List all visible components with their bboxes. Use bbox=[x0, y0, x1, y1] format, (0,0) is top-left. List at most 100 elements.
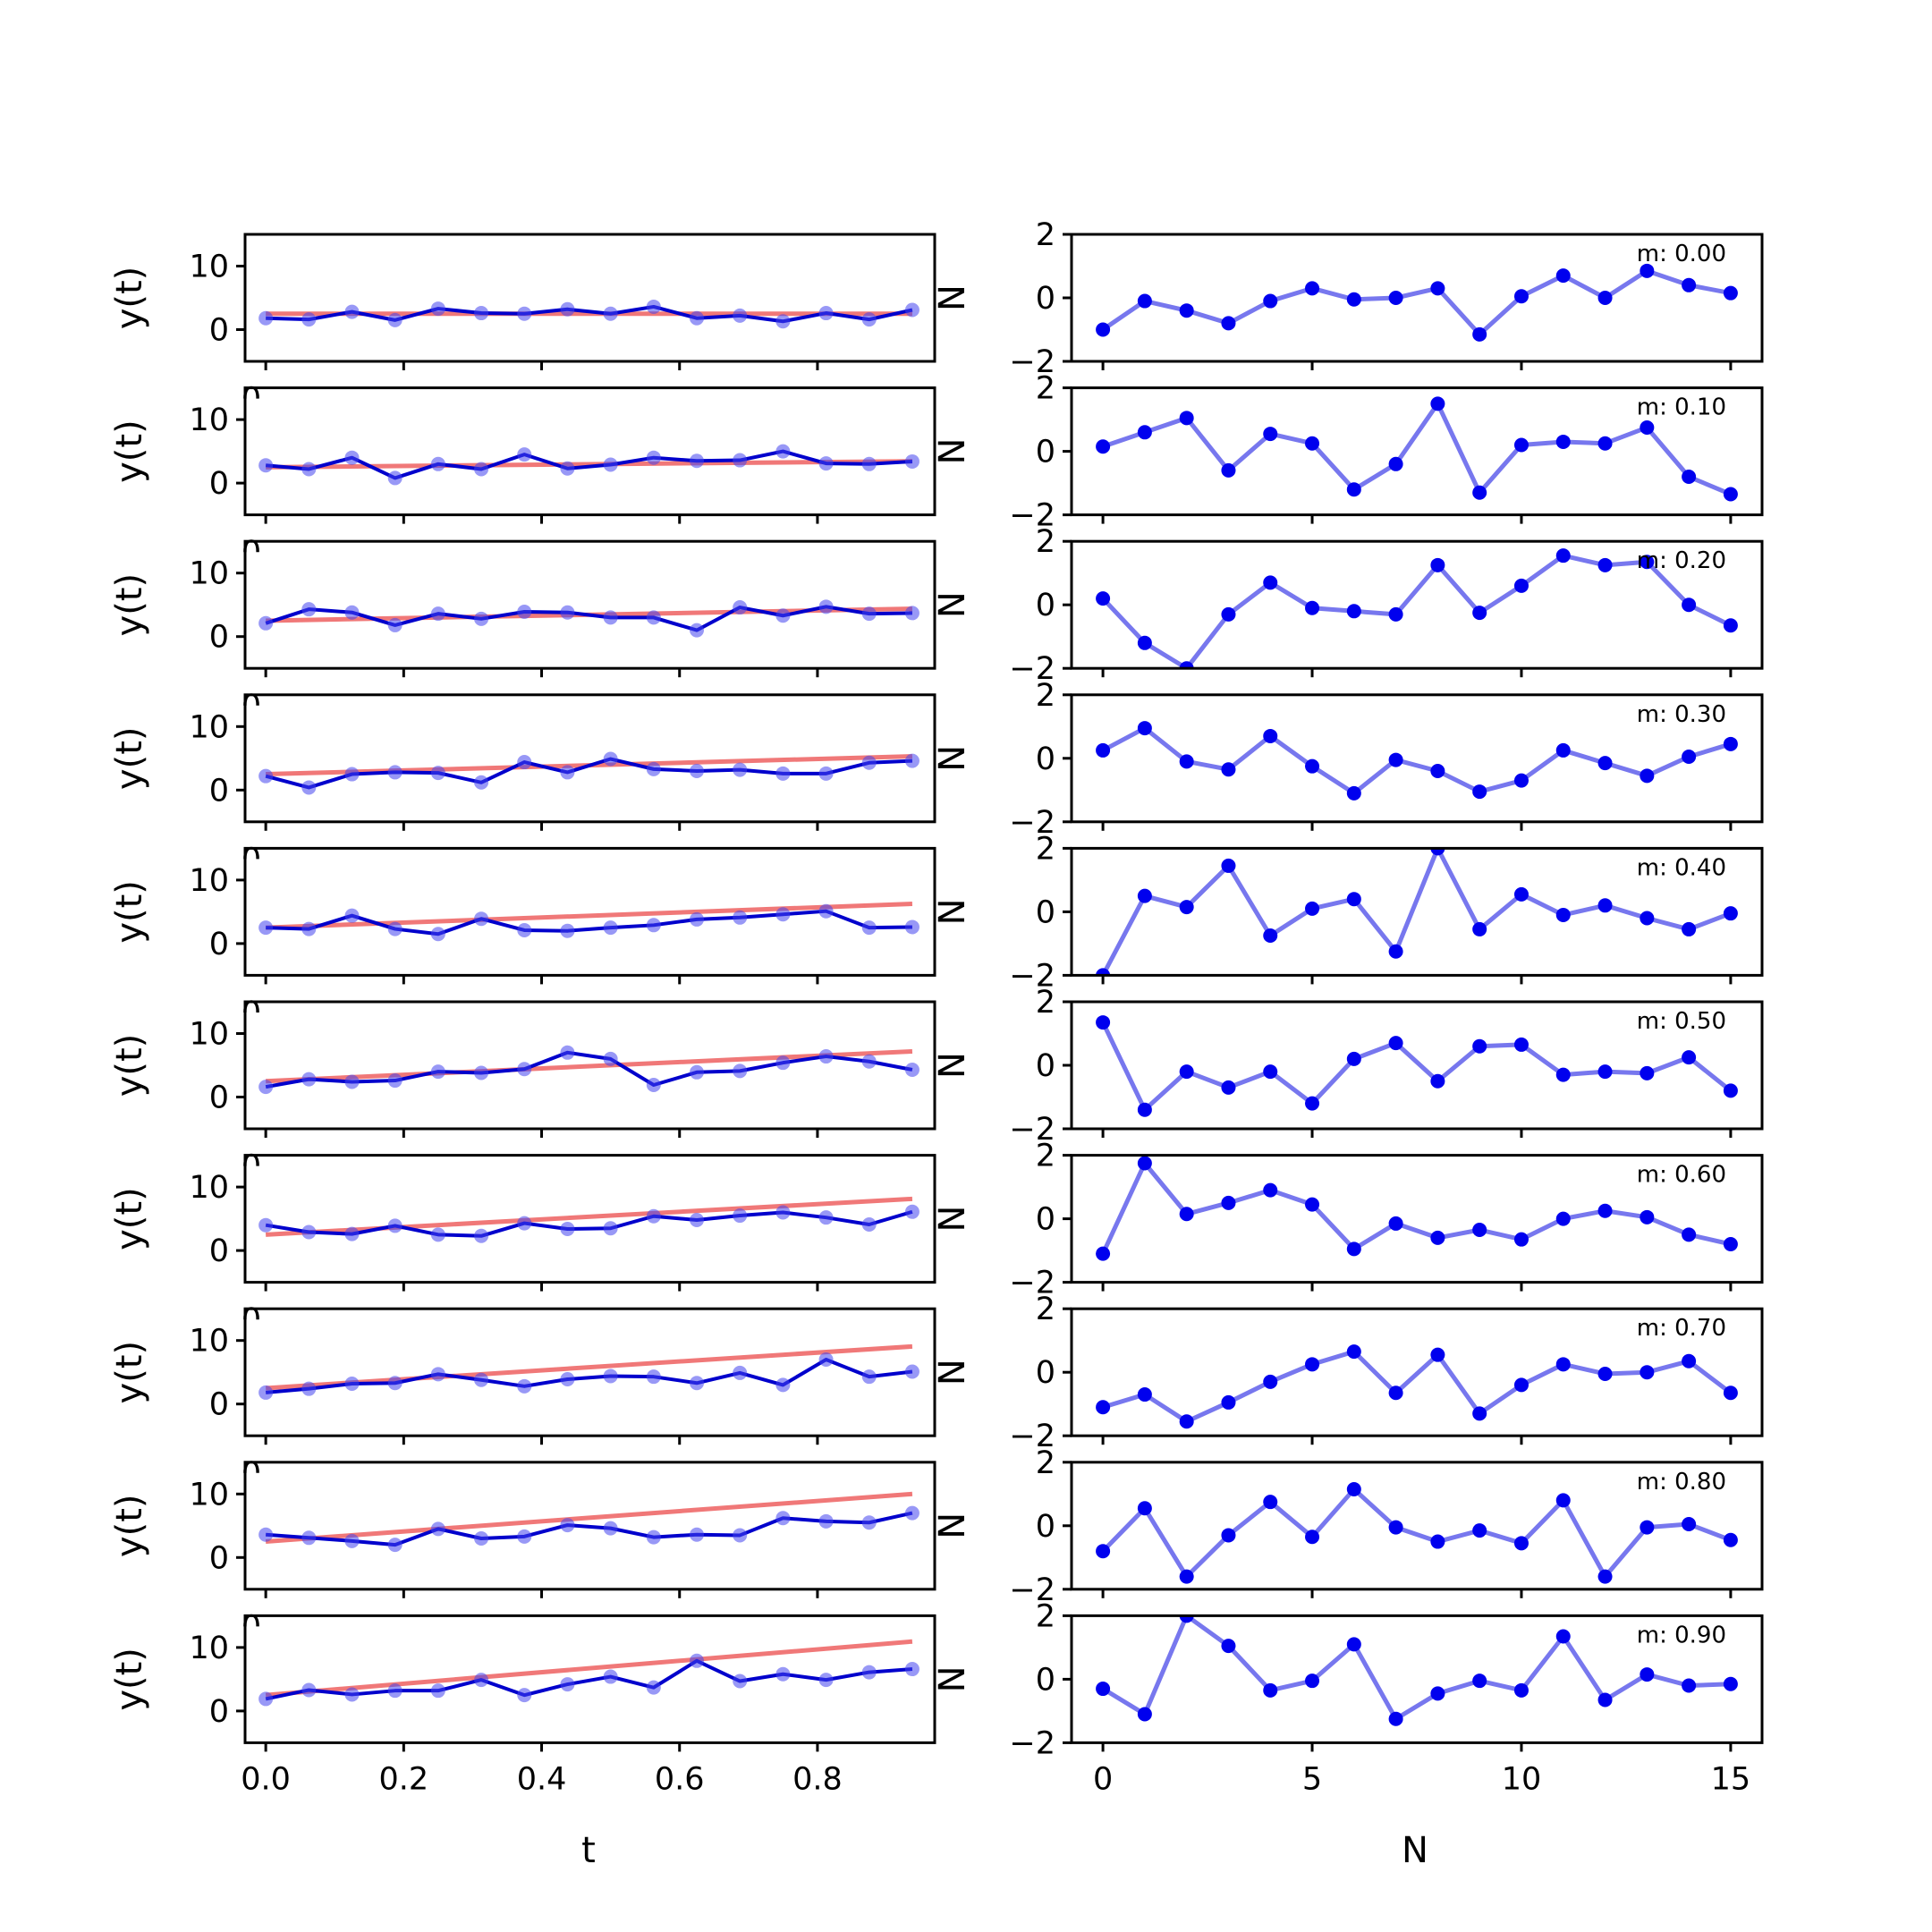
left-data-point bbox=[474, 1673, 489, 1688]
left-series-line-6 bbox=[265, 1209, 913, 1238]
left-data-point bbox=[603, 920, 618, 936]
left-data-point bbox=[387, 1683, 402, 1699]
right-y-tick-label: 0 bbox=[1036, 435, 1055, 470]
right-data-point bbox=[1555, 742, 1571, 758]
left-data-point bbox=[517, 605, 532, 620]
left-data-point bbox=[258, 458, 274, 473]
right-data-point bbox=[1723, 736, 1738, 751]
left-data-point bbox=[733, 1063, 748, 1079]
right-data-point bbox=[1179, 900, 1194, 915]
left-data-point bbox=[387, 617, 402, 632]
right-data-point bbox=[1472, 1523, 1487, 1538]
left-data-point bbox=[474, 1531, 489, 1546]
right-data-point bbox=[1597, 291, 1613, 305]
left-y-axis-label: y(t) bbox=[109, 1495, 150, 1558]
left-x-tick-label: 0.8 bbox=[792, 1761, 843, 1797]
right-y-tick-label: 0 bbox=[1036, 1355, 1055, 1391]
right-data-point bbox=[1263, 928, 1278, 944]
left-data-point bbox=[775, 907, 791, 922]
right-data-point bbox=[1430, 848, 1445, 856]
right-y-tick-label: 2 bbox=[1036, 985, 1055, 1021]
right-data-point bbox=[1096, 968, 1111, 976]
left-y-tick-label: 0 bbox=[209, 313, 229, 349]
left-data-point bbox=[775, 314, 791, 329]
left-fit-line-9 bbox=[265, 1639, 913, 1698]
left-data-point bbox=[258, 310, 274, 326]
right-y-axis-label-wrap: N bbox=[937, 284, 968, 311]
right-data-point bbox=[1682, 1050, 1697, 1065]
right-y-tick-label: 0 bbox=[1036, 281, 1055, 317]
left-x-tick-label: 0.0 bbox=[241, 1761, 291, 1797]
right-data-point bbox=[1263, 1064, 1278, 1080]
left-fit-line-8 bbox=[265, 1491, 913, 1545]
left-axes-frame-8 bbox=[243, 1461, 936, 1591]
right-data-point bbox=[1597, 1203, 1613, 1218]
right-data-point bbox=[1388, 752, 1403, 767]
right-data-point bbox=[1179, 1569, 1194, 1584]
right-series-line-0 bbox=[1101, 268, 1732, 337]
left-y-axis-label: y(t) bbox=[109, 727, 150, 791]
right-data-point bbox=[1640, 911, 1655, 926]
left-data-point bbox=[690, 1064, 705, 1080]
right-data-point bbox=[1472, 485, 1487, 500]
right-data-point bbox=[1137, 635, 1152, 650]
left-data-point bbox=[818, 456, 834, 471]
left-data-point bbox=[430, 1367, 445, 1382]
right-data-point bbox=[1179, 1615, 1194, 1623]
slope-annotation: m: 0.20 bbox=[1637, 547, 1726, 574]
right-data-point bbox=[1597, 898, 1613, 913]
left-axes-frame-1 bbox=[243, 386, 936, 517]
right-data-point bbox=[1388, 606, 1403, 622]
right-data-point bbox=[1640, 419, 1655, 435]
left-axes-frame-4 bbox=[243, 846, 936, 977]
right-data-point bbox=[1682, 1678, 1697, 1693]
right-y-axis-label: N bbox=[932, 1665, 973, 1692]
left-subplot-6: 0 10 y(t) 0 bbox=[109, 1149, 936, 1292]
left-plot-area-7 bbox=[258, 1343, 919, 1400]
right-data-point bbox=[1472, 606, 1487, 621]
right-data-point bbox=[1597, 436, 1613, 451]
left-data-point bbox=[474, 1065, 489, 1080]
right-data-point bbox=[1221, 762, 1236, 777]
right-y-tick-label: 0 bbox=[1036, 894, 1055, 930]
right-data-point bbox=[1430, 1230, 1445, 1245]
left-data-point bbox=[387, 1538, 402, 1553]
right-plot-area-6 bbox=[1096, 1156, 1738, 1261]
left-data-point bbox=[603, 1221, 618, 1236]
left-data-point bbox=[517, 1529, 532, 1544]
right-data-point bbox=[1723, 906, 1738, 921]
right-data-point bbox=[1305, 1096, 1320, 1111]
left-data-point bbox=[344, 1376, 360, 1391]
right-series-line-1 bbox=[1102, 401, 1732, 496]
right-x-tick-label: 5 bbox=[1302, 1761, 1322, 1797]
right-data-point bbox=[1346, 1241, 1361, 1257]
right-subplot-5: m: 0.50 −2 0 2 N bbox=[937, 985, 1764, 1148]
left-data-point bbox=[646, 918, 661, 933]
right-data-point bbox=[1682, 921, 1697, 936]
right-data-point bbox=[1597, 557, 1613, 572]
right-data-point bbox=[1096, 1015, 1111, 1030]
left-plot-area-1 bbox=[258, 444, 919, 486]
right-y-tick-label: 0 bbox=[1036, 588, 1055, 623]
clipped-left-glyph: 0 bbox=[242, 382, 261, 418]
right-data-point bbox=[1430, 1534, 1445, 1549]
right-data-point bbox=[1179, 754, 1194, 769]
left-data-point bbox=[430, 606, 445, 622]
left-data-point bbox=[344, 908, 360, 923]
right-y-tick-label: −2 bbox=[1009, 805, 1055, 841]
right-y-axis-label-wrap: N bbox=[937, 438, 968, 465]
right-data-point bbox=[1263, 1495, 1278, 1510]
left-data-point bbox=[775, 1511, 791, 1526]
left-data-point bbox=[818, 766, 834, 781]
right-data-point bbox=[1221, 1394, 1236, 1410]
left-data-point bbox=[560, 605, 575, 620]
right-data-point bbox=[1096, 591, 1111, 606]
right-data-point bbox=[1472, 1406, 1487, 1421]
left-data-point bbox=[560, 461, 575, 476]
right-data-point bbox=[1430, 396, 1445, 411]
right-y-tick-label: −2 bbox=[1009, 958, 1055, 994]
left-subplot-1: 0 10 y(t) 0 bbox=[109, 382, 936, 524]
right-data-point bbox=[1179, 1207, 1194, 1222]
right-data-point bbox=[1430, 1347, 1445, 1362]
right-data-point bbox=[1723, 1676, 1738, 1691]
